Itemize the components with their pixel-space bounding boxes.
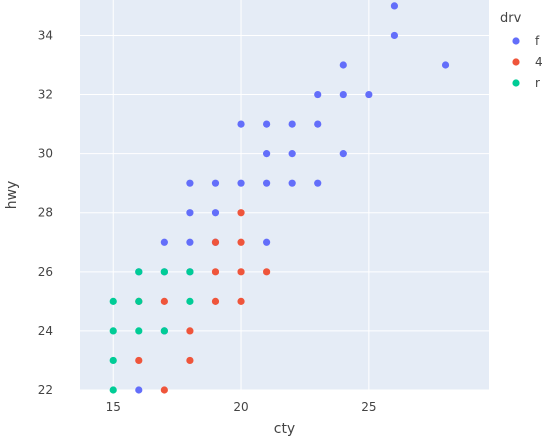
data-point <box>109 297 117 305</box>
data-point <box>441 61 450 69</box>
y-axis-title: hwy <box>4 181 20 210</box>
data-point <box>263 120 271 128</box>
legend-label: r <box>535 76 540 90</box>
data-point <box>288 179 296 187</box>
legend-label: f <box>535 34 540 48</box>
data-point <box>314 90 322 99</box>
data-point <box>237 297 245 305</box>
data-point <box>186 209 194 217</box>
data-points <box>109 2 450 394</box>
data-point <box>135 297 143 305</box>
data-point <box>135 268 143 276</box>
data-point <box>263 179 271 187</box>
data-point <box>288 120 296 128</box>
data-point <box>109 386 117 394</box>
data-point <box>339 90 347 99</box>
legend: drv f 4 r <box>500 11 543 90</box>
series-4 <box>135 209 271 394</box>
y-tick-label: 28 <box>38 206 53 220</box>
data-point <box>109 356 117 365</box>
data-point <box>186 179 194 187</box>
legend-marker <box>512 58 520 66</box>
data-point <box>263 150 271 158</box>
legend-item-r[interactable]: r <box>512 76 540 90</box>
data-point <box>339 150 347 158</box>
data-point <box>135 386 143 394</box>
x-tick-label: 15 <box>106 400 121 414</box>
data-point <box>160 268 168 276</box>
y-tick-label: 30 <box>38 147 53 161</box>
data-point <box>160 297 168 305</box>
data-point <box>186 268 194 276</box>
data-point <box>339 61 347 69</box>
legend-label: 4 <box>535 55 543 69</box>
data-point <box>109 327 117 335</box>
series-r <box>109 268 194 394</box>
legend-title: drv <box>500 11 522 26</box>
data-point <box>237 179 245 187</box>
x-tick-label: 25 <box>361 400 376 414</box>
data-point <box>288 150 296 158</box>
data-point <box>211 179 220 187</box>
legend-item-4[interactable]: 4 <box>512 55 543 69</box>
data-point <box>237 238 245 246</box>
x-axis-ticks: 15 20 25 <box>106 400 377 414</box>
data-point <box>135 327 143 335</box>
data-point <box>160 327 168 335</box>
data-point <box>186 356 194 365</box>
legend-item-f[interactable]: f <box>512 34 540 48</box>
data-point <box>263 238 271 246</box>
data-point <box>135 356 143 365</box>
x-axis-title: cty <box>274 421 295 437</box>
data-point <box>186 297 194 305</box>
data-point <box>390 2 399 10</box>
data-point <box>263 268 271 276</box>
data-point <box>237 120 245 128</box>
data-point <box>160 238 168 246</box>
data-point <box>211 268 220 276</box>
data-point <box>211 209 220 217</box>
data-point <box>237 268 245 276</box>
legend-marker <box>512 37 520 45</box>
y-axis-ticks: 22 24 26 28 30 32 34 <box>38 28 53 397</box>
data-point <box>211 238 220 246</box>
grid-lines <box>80 0 489 391</box>
data-point <box>314 120 322 128</box>
y-tick-label: 34 <box>38 28 53 42</box>
data-point <box>186 238 194 246</box>
data-point <box>365 90 373 99</box>
y-tick-label: 26 <box>38 265 53 279</box>
y-tick-label: 24 <box>38 324 53 338</box>
data-point <box>211 297 220 305</box>
legend-marker <box>512 79 520 87</box>
y-tick-label: 22 <box>38 383 53 397</box>
data-point <box>390 31 399 40</box>
data-point <box>237 209 245 217</box>
data-point <box>186 327 194 335</box>
data-point <box>160 386 168 394</box>
y-tick-label: 32 <box>38 88 53 102</box>
x-tick-label: 20 <box>233 400 248 414</box>
data-point <box>314 179 322 187</box>
plot-background <box>80 0 489 390</box>
